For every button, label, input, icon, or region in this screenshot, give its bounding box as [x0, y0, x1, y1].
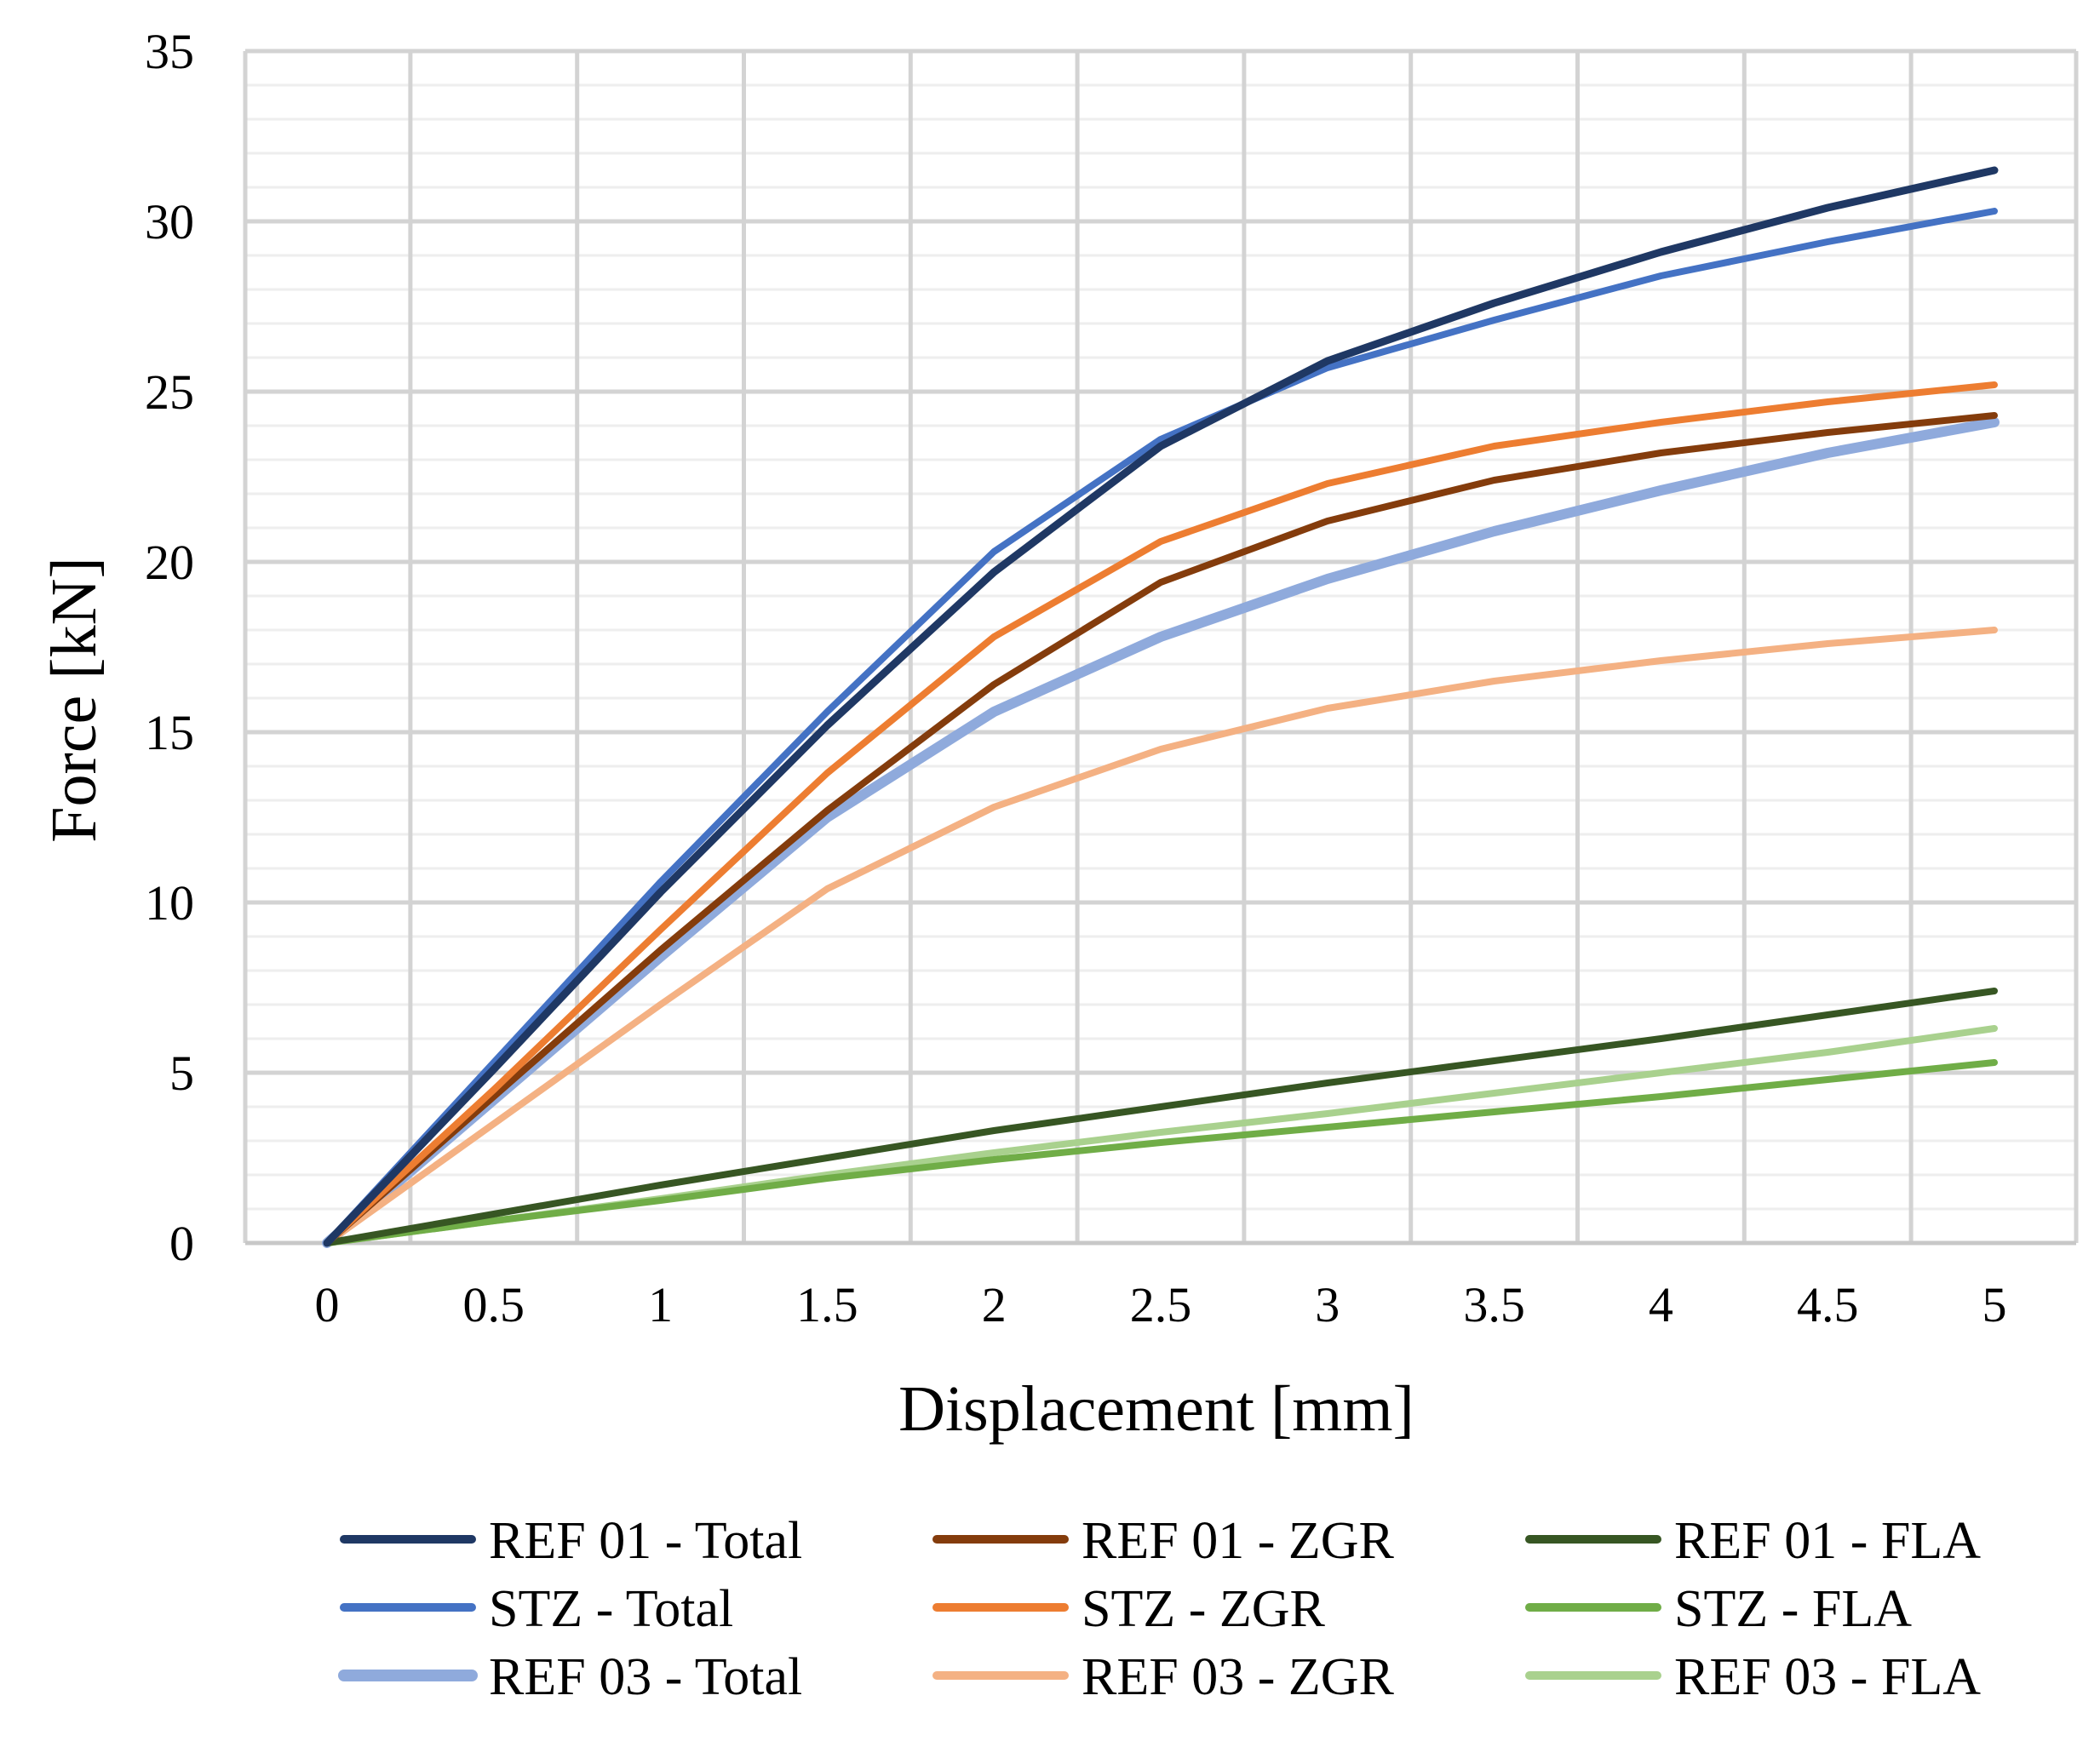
series-line-ref-01-zgr [324, 412, 1998, 1246]
x-tick-label: 2.5 [1130, 1277, 1192, 1332]
legend-label: REF 01 - Total [489, 1512, 802, 1570]
y-tick-label: 5 [169, 1045, 194, 1101]
x-tick-label: 3 [1315, 1277, 1340, 1332]
y-tick-label: 15 [145, 705, 194, 760]
legend-item: STZ - Total [340, 1580, 733, 1638]
y-tick-label: 35 [145, 24, 194, 79]
series-line-ref-01-total [323, 166, 1999, 1247]
legend: REF 01 - Total REF 01 - ZGR REF 01 - FLA ST… [338, 1512, 1981, 1706]
series-line-stz-fla [324, 1059, 1998, 1246]
y-axis-tick-labels: 0 5 10 15 20 25 30 35 [145, 24, 194, 1271]
y-tick-label: 20 [145, 535, 194, 590]
x-tick-label: 2 [982, 1277, 1007, 1332]
legend-item: REF 01 - FLA [1525, 1512, 1981, 1570]
x-axis-title: Displacement [mm] [898, 1373, 1414, 1445]
legend-label: REF 03 - ZGR [1082, 1648, 1395, 1706]
y-tick-label: 30 [145, 194, 194, 249]
x-tick-label: 0.5 [463, 1277, 525, 1332]
legend-label: REF 03 - FLA [1674, 1648, 1981, 1706]
x-tick-label: 1 [648, 1277, 673, 1332]
x-tick-label: 5 [1982, 1277, 2007, 1332]
x-tick-label: 4 [1649, 1277, 1673, 1332]
legend-item: REF 03 - ZGR [932, 1648, 1395, 1706]
series-line-ref-01-fla [324, 988, 1998, 1246]
x-tick-label: 1.5 [796, 1277, 858, 1332]
legend-label: STZ - Total [489, 1580, 733, 1638]
legend-label: STZ - FLA [1674, 1580, 1912, 1638]
legend-item: REF 01 - Total [340, 1512, 802, 1570]
legend-label: REF 03 - Total [489, 1648, 802, 1706]
series-line-ref-03-zgr [324, 627, 1998, 1246]
y-tick-label: 25 [145, 364, 194, 420]
series-line-stz-zgr [324, 381, 1998, 1246]
legend-item: STZ - FLA [1525, 1580, 1912, 1638]
series-line-stz-total [324, 208, 1998, 1246]
legend-item: STZ - ZGR [932, 1580, 1326, 1638]
y-tick-label: 0 [169, 1216, 194, 1271]
legend-label: REF 01 - FLA [1674, 1512, 1981, 1570]
x-tick-label: 3.5 [1463, 1277, 1525, 1332]
y-axis-title: Force [kN] [38, 557, 110, 843]
x-axis-tick-labels: 0 0.5 1 1.5 2 2.5 3 3.5 4 4.5 5 [315, 1277, 2007, 1332]
y-tick-label: 10 [145, 875, 194, 931]
x-tick-label: 0 [315, 1277, 340, 1332]
x-tick-label: 4.5 [1797, 1277, 1859, 1332]
legend-item: REF 03 - Total [338, 1648, 802, 1706]
data-series [322, 166, 2000, 1248]
legend-label: STZ - ZGR [1082, 1580, 1326, 1638]
series-line-ref-03-total [322, 417, 2000, 1248]
legend-item: REF 01 - ZGR [932, 1512, 1395, 1570]
legend-item: REF 03 - FLA [1525, 1648, 1981, 1706]
legend-label: REF 01 - ZGR [1082, 1512, 1395, 1570]
